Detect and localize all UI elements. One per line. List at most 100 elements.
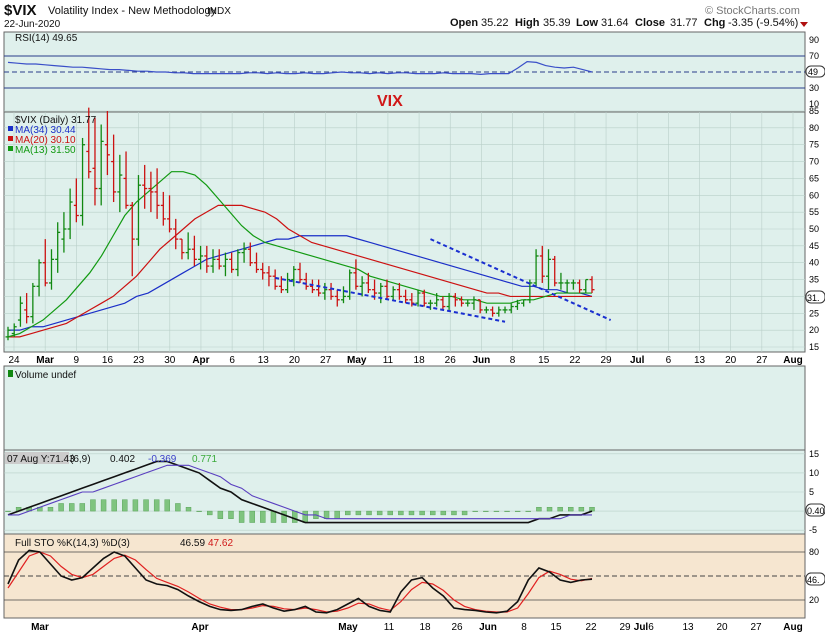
high-value: 35.39	[543, 17, 571, 29]
sto-xtick-label: 13	[682, 622, 694, 633]
chg-value: -3.35 (-9.54%)	[728, 17, 798, 29]
sto-xtick-label: 27	[750, 622, 762, 633]
trendline	[430, 238, 612, 321]
sto-xtick-label: 6	[648, 622, 654, 633]
sto-d-legend-value: 47.62	[208, 538, 233, 549]
price-bar	[80, 137, 86, 226]
macd-histogram-bar	[5, 510, 11, 512]
price-bar	[583, 278, 589, 294]
price-bar	[247, 242, 253, 267]
macd-histogram-bar	[430, 510, 436, 516]
price-bar	[5, 326, 11, 341]
price-bar	[316, 279, 322, 297]
price-bar	[508, 303, 514, 314]
sto-xtick-label: 8	[521, 622, 527, 633]
rsi-ytick-label: 90	[809, 35, 819, 45]
price-bar	[291, 266, 297, 287]
macd-signal-line	[8, 464, 592, 520]
price-bar	[589, 276, 595, 294]
price-bar	[521, 299, 527, 307]
rsi-panel: RSI(14) 49.65 VIX 9070503010 49	[3, 31, 825, 113]
macd-histogram-bar	[175, 503, 181, 512]
watermark: © StockCharts.com	[705, 5, 800, 17]
price-bar	[514, 299, 520, 310]
sto-k-line	[7, 549, 593, 614]
ohlc-readout: Open 35.22 High 35.39 Low 31.64 Close 31…	[450, 17, 808, 29]
macd-histogram-bar	[79, 503, 86, 512]
price-bar	[185, 232, 191, 260]
sto-xtick-label: 20	[716, 622, 728, 633]
price-xtick-label: 27	[320, 355, 332, 366]
price-bar	[546, 249, 552, 290]
price-legend: $VIX (Daily) 31.77 MA(34) 30.44 MA(20) 3…	[8, 115, 97, 156]
price-bar	[328, 282, 334, 300]
macd-signal-legend-value: -0.369	[148, 454, 177, 465]
price-bar	[403, 289, 409, 304]
down-arrow-icon	[800, 22, 808, 27]
sto-value-tag: 46.	[805, 572, 825, 586]
stochastic-panel: Full STO %K(14,3) %D(3) 46.59 47.62 8050…	[3, 533, 825, 633]
macd-histogram-bar	[387, 510, 393, 516]
open-value: 35.22	[481, 17, 509, 29]
macd-legend-params: (6,9)	[70, 454, 91, 465]
price-bar	[577, 279, 583, 294]
price-value-tag: 31.	[805, 290, 825, 304]
price-xtick-label: 18	[414, 355, 426, 366]
price-xtick-label: 16	[102, 355, 114, 366]
price-bar	[55, 222, 61, 273]
price-bar	[459, 296, 465, 307]
price-value-tag-box	[805, 290, 825, 304]
price-bar	[396, 282, 402, 300]
price-value-tag-text: 31.	[807, 293, 820, 303]
macd-histogram-bar	[536, 507, 542, 512]
macd-histogram-bar	[589, 507, 595, 512]
price-xtick-label: 24	[8, 355, 20, 366]
macd-histogram-bar	[504, 510, 510, 512]
vix-annotation: VIX	[377, 93, 403, 110]
macd-histogram-bar	[483, 510, 489, 512]
price-xtick-label: 15	[538, 355, 550, 366]
rsi-value-tag-box	[805, 65, 825, 78]
price-bar	[452, 293, 458, 307]
price-ytick-label: 55	[809, 207, 819, 217]
macd-histogram-bar	[260, 510, 266, 523]
price-bar	[173, 218, 179, 250]
price-bar	[142, 164, 148, 209]
price-bar	[30, 282, 36, 324]
macd-histogram-bar	[345, 510, 351, 516]
macd-histogram-bar	[376, 510, 383, 516]
price-ytick-label: 25	[809, 308, 819, 318]
macd-histogram-bar	[270, 510, 277, 523]
price-bar	[117, 154, 123, 213]
price-ytick-label: 80	[809, 123, 819, 133]
macd-histogram-bar	[111, 499, 117, 512]
macd-histogram-bar	[472, 510, 478, 512]
price-xtick-label: 13	[258, 355, 270, 366]
macd-histogram-bar	[291, 510, 298, 523]
price-bar	[378, 282, 384, 304]
ma20-swatch	[8, 136, 13, 141]
price-bar	[36, 259, 42, 297]
price-bar	[477, 299, 483, 314]
price-bar	[272, 269, 278, 290]
price-ytick-label: 75	[809, 140, 819, 150]
price-bar	[67, 188, 73, 240]
price-ytick-label: 15	[809, 342, 819, 352]
macd-histogram-bar	[440, 510, 447, 516]
macd-legend-value: 0.402	[110, 454, 135, 465]
price-xtick-label: 6	[229, 355, 235, 366]
price-bar	[61, 212, 67, 253]
macd-histogram-bar	[132, 499, 139, 512]
price-ytick-label: 85	[809, 106, 819, 116]
rsi-legend: RSI(14) 49.65	[15, 33, 78, 44]
macd-hist-legend-value: 0.771	[192, 454, 217, 465]
sto-xtick-label: Jun	[479, 622, 497, 633]
price-bar	[570, 279, 576, 290]
macd-histogram-bar	[58, 503, 64, 512]
price-bar	[483, 306, 489, 314]
price-bar	[167, 195, 173, 233]
price-xtick-label: May	[347, 355, 367, 366]
macd-histogram-bar	[578, 507, 585, 512]
rsi-value-tag-text: 49	[808, 67, 818, 77]
price-bar	[465, 299, 471, 307]
